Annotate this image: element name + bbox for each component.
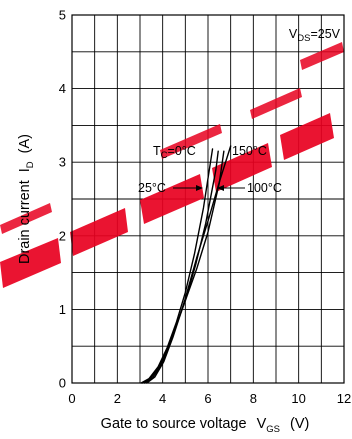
annotation-25c: 25°C: [138, 181, 166, 195]
curves: [140, 145, 232, 384]
annotation-100c-arrowhead: [217, 185, 224, 191]
grid: [72, 15, 344, 383]
watermark-stroke: [0, 238, 61, 288]
watermark-stroke: [280, 113, 334, 160]
y-axis-symbol-sub: D: [25, 161, 36, 168]
x-axis-symbol: V: [257, 416, 267, 432]
y-tick-label: 3: [59, 155, 66, 170]
y-tick-label: 1: [59, 302, 66, 317]
watermark-stroke: [250, 88, 302, 119]
annotation-25c-arrowhead: [196, 185, 203, 191]
x-tick-label: 4: [159, 391, 166, 406]
condition-symbol: V: [289, 27, 298, 41]
plot-frame: [71, 14, 345, 384]
condition-text: =25V: [310, 27, 340, 41]
x-tick-label: 8: [250, 391, 257, 406]
y-axis-symbol: I: [17, 168, 33, 172]
annotation-tc-symbol: T: [153, 144, 161, 158]
condition-vds: VDS=25V: [289, 27, 341, 44]
annotation-tc-sub: C: [161, 150, 168, 161]
x-tick-label: 0: [68, 391, 75, 406]
annotations: TC=0°C 150°C 25°C 100°C: [138, 144, 282, 195]
x-tick-label: 10: [291, 391, 305, 406]
watermark: [0, 42, 344, 288]
watermark-stroke: [300, 42, 344, 70]
series-line-t-c-0-c: [140, 148, 214, 384]
x-axis-unit: (V): [290, 416, 309, 432]
x-axis-label: Gate to source voltage: [101, 416, 247, 432]
annotation-tc-0c: TC=0°C: [153, 144, 196, 161]
watermark-stroke: [70, 208, 128, 256]
watermark-stroke: [160, 124, 222, 159]
x-axis-symbol-sub: GS: [266, 424, 280, 435]
series-line-150-c: [146, 145, 232, 384]
x-axis-title: Gate to source voltage VGS (V): [101, 416, 310, 435]
y-axis-title: Drain current ID (A): [17, 134, 36, 264]
x-tick-label: 6: [204, 391, 211, 406]
x-tick-label: 12: [337, 391, 351, 406]
annotation-150c: 150°C: [232, 144, 267, 158]
x-tick-label: 2: [114, 391, 121, 406]
annotation-100c: 100°C: [247, 181, 282, 195]
watermark-stroke: [212, 143, 272, 192]
y-axis-label: Drain current: [17, 180, 33, 264]
watermark-stroke: [0, 203, 52, 234]
watermark-stroke: [140, 174, 204, 224]
condition-sub: DS: [297, 33, 310, 44]
y-tick-label: 0: [59, 376, 66, 391]
y-axis-unit: (A): [17, 134, 33, 153]
annotation-tc-text: =0°C: [168, 144, 196, 158]
y-tick-label: 2: [59, 228, 66, 243]
y-tick-label: 5: [59, 8, 66, 23]
y-tick-label: 4: [59, 81, 66, 96]
